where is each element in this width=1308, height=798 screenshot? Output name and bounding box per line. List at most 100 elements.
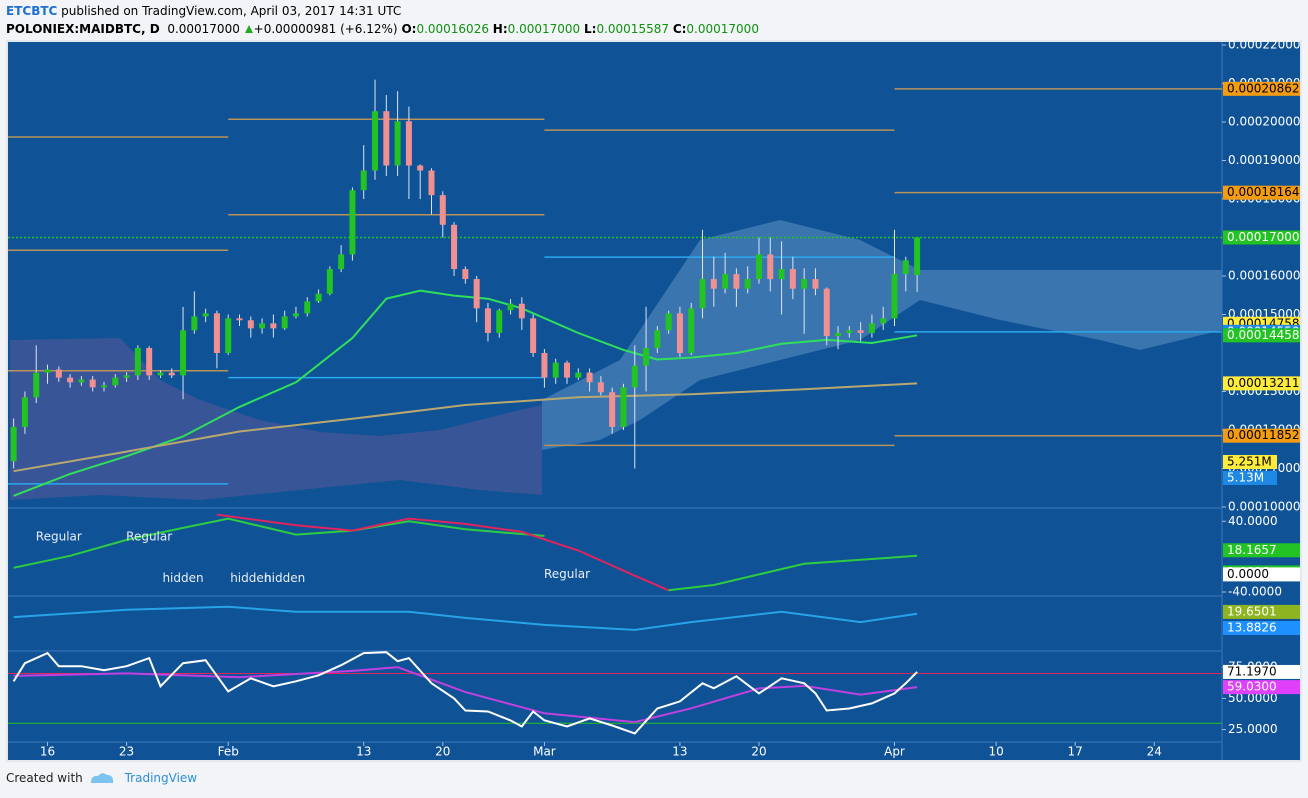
- created-with: Created with: [6, 771, 83, 785]
- candle-body: [857, 330, 864, 333]
- x-tick-label: 23: [119, 745, 134, 759]
- last-price: 0.00017000: [167, 22, 240, 36]
- header-line-2: POLONIEX:MAIDBTC, D 0.00017000 +0.000009…: [6, 20, 759, 38]
- logo: [91, 773, 114, 783]
- candle-body: [451, 224, 458, 270]
- candle-body: [33, 372, 40, 398]
- candle-body: [270, 323, 277, 329]
- y-tick-label: -40.0000: [1228, 585, 1282, 599]
- price-badge: [1223, 230, 1300, 245]
- candle-body: [383, 111, 390, 166]
- ohlc: O:0.00016026 H:0.00017000 L:0.00015587 C…: [401, 22, 759, 36]
- ohlc-value: 0.00016026: [416, 22, 489, 36]
- candle-body: [575, 372, 582, 378]
- candle-body: [372, 111, 379, 171]
- candle-body: [530, 318, 537, 353]
- candle-body: [123, 375, 130, 378]
- candle-body: [812, 279, 819, 289]
- x-tick-label: 20: [435, 745, 450, 759]
- candle-body: [21, 397, 28, 427]
- candle-body: [315, 293, 322, 302]
- published: published on TradingView.com, April 03, …: [61, 4, 402, 18]
- candle-body: [281, 316, 288, 329]
- y-tick-label: 0.00019000: [1228, 153, 1301, 167]
- candle-body: [868, 323, 875, 333]
- badge-label: 0.00018164: [1227, 185, 1300, 199]
- symbol-link[interactable]: ETCBTC: [6, 4, 58, 18]
- candle-body: [880, 318, 887, 324]
- badge-label: 5.251M: [1227, 455, 1272, 469]
- indicator-line: [216, 513, 669, 592]
- y-tick-label: 25.0000: [1228, 722, 1278, 736]
- candle-body: [405, 121, 412, 166]
- x-tick-label: 13: [356, 745, 371, 759]
- price-badge: [1223, 185, 1300, 200]
- candle-body: [902, 260, 909, 275]
- x-tick-label: 17: [1068, 745, 1083, 759]
- x-tick-label: Feb: [218, 745, 239, 759]
- ohlc-value: 0.00017000: [686, 22, 759, 36]
- x-tick-label: 13: [672, 745, 687, 759]
- indicator-line: [13, 517, 545, 569]
- candle-body: [688, 308, 695, 353]
- candle-body: [778, 269, 785, 280]
- candle-body: [801, 279, 808, 289]
- candle-body: [394, 121, 401, 166]
- price-badge: [1223, 604, 1300, 619]
- badge-label: 0.00014458: [1227, 328, 1300, 342]
- candle-body: [789, 269, 796, 289]
- change: +0.00000981 (+6.12%): [253, 22, 398, 36]
- price-badge: [1223, 81, 1300, 96]
- volume-badge: [1223, 455, 1277, 469]
- candle-body: [89, 379, 96, 388]
- candle-body: [710, 279, 717, 289]
- x-tick-label: Apr: [884, 745, 905, 759]
- indicator-line: [13, 666, 918, 724]
- price-badge: [1223, 428, 1300, 443]
- cloud: [10, 338, 542, 500]
- candle-body: [676, 313, 683, 353]
- candle-body: [823, 288, 830, 337]
- x-tick-label: 24: [1147, 745, 1162, 759]
- candle-body: [665, 313, 672, 331]
- candle-body: [914, 237, 921, 275]
- x-tick-label: Mar: [533, 745, 556, 759]
- candle-body: [146, 347, 153, 376]
- candle-body: [67, 377, 74, 383]
- price-badge: [1223, 543, 1300, 558]
- price-badge: [1223, 328, 1300, 343]
- candle-body: [10, 426, 17, 462]
- annotation: Regular: [544, 567, 590, 581]
- badge-label: 0.00020862: [1227, 81, 1300, 95]
- moving-average: [13, 382, 918, 473]
- up-arrow: [244, 25, 253, 33]
- candle-body: [846, 330, 853, 333]
- y-tick-label: 50.0000: [1228, 691, 1278, 705]
- candle-body: [891, 274, 898, 319]
- candle-body: [767, 254, 774, 280]
- instrument: POLONIEX:MAIDBTC, D: [6, 22, 160, 36]
- candle-body: [552, 362, 559, 378]
- candle-body: [55, 369, 62, 378]
- badge-label: 71.1970: [1227, 664, 1277, 678]
- brand-link[interactable]: TradingView: [124, 771, 198, 785]
- x-tick-label: 10: [988, 745, 1003, 759]
- annotation: Regular: [36, 530, 82, 544]
- ohlc-value: 0.00015587: [596, 22, 669, 36]
- candle-body: [417, 165, 424, 171]
- candle-body: [699, 279, 706, 309]
- candle-body: [609, 392, 616, 427]
- candle-body: [631, 365, 638, 388]
- candle-body: [326, 269, 333, 294]
- indicator-line: [668, 554, 918, 592]
- candle-body: [462, 269, 469, 280]
- badge-label: 19.6501: [1227, 604, 1277, 618]
- candle-body: [484, 308, 491, 333]
- badge-label: 0.00013211: [1227, 376, 1300, 390]
- candle-body: [338, 254, 345, 270]
- annotation: hidden: [162, 571, 203, 585]
- badge-label: 13.8826: [1227, 621, 1277, 635]
- candle-body: [496, 310, 503, 333]
- candle-body: [191, 316, 198, 331]
